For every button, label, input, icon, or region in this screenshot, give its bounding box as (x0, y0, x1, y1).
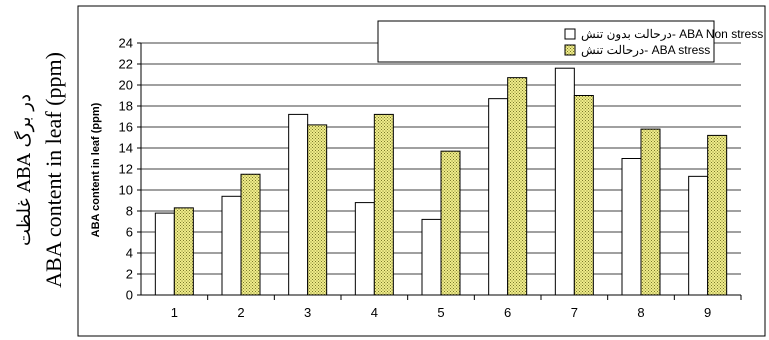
y-axis-label-small: ABA content in leaf (ppm) (90, 102, 102, 237)
bar-stress-2 (240, 173, 261, 296)
bar-non-stress-5 (421, 218, 442, 296)
x-tick-label: 2 (237, 305, 244, 320)
y-tick-label: 4 (126, 246, 133, 261)
bar-non-stress-8 (621, 158, 642, 296)
legend-box (377, 20, 715, 63)
y-axis-label-persian: غلظت ABA در برگ (13, 94, 35, 246)
bar-stress-5 (440, 150, 461, 296)
x-tick-label: 4 (371, 305, 378, 320)
bar-non-stress-6 (488, 98, 509, 296)
bar-stress-8 (640, 128, 661, 296)
chart-frame (77, 5, 766, 337)
legend-label-non-stress: درحالت بدون تنش- ABA Non stress (581, 27, 763, 41)
bar-stress-9 (707, 134, 728, 296)
y-tick-label: 6 (126, 225, 133, 240)
legend-label-stress: درحالت تنش- ABA stress (581, 43, 710, 57)
y-tick-label: 22 (119, 57, 133, 72)
x-tick-label: 6 (504, 305, 511, 320)
y-tick-label: 24 (119, 36, 133, 51)
y-tick-label: 14 (119, 141, 133, 156)
y-tick-label: 20 (119, 78, 133, 93)
y-axis-label-english: ABA content in leaf (ppm) (41, 52, 66, 288)
x-axis-ticks: 1 2 3 4 5 6 7 8 9 (171, 295, 742, 320)
y-tick-label: 18 (119, 99, 133, 114)
bar-non-stress-4 (354, 202, 375, 296)
y-tick-label: 10 (119, 183, 133, 198)
y-tick-label: 0 (126, 288, 133, 303)
bar-non-stress-7 (554, 67, 575, 296)
bar-stress-4 (373, 113, 394, 296)
y-tick-label: 8 (126, 204, 133, 219)
bar-non-stress-9 (688, 175, 709, 296)
bar-stress-1 (173, 207, 194, 296)
legend-swatch-non-stress (564, 28, 576, 40)
x-tick-label: 3 (304, 305, 311, 320)
y-tick-label: 16 (119, 120, 133, 135)
y-tick-label: 2 (126, 267, 133, 282)
x-tick-label: 8 (637, 305, 644, 320)
y-tick-label: 12 (119, 162, 133, 177)
bars (154, 67, 728, 296)
x-tick-label: 9 (704, 305, 711, 320)
x-tick-label: 1 (171, 305, 178, 320)
x-tick-label: 5 (437, 305, 444, 320)
bar-stress-7 (573, 95, 594, 296)
x-tick-label: 7 (571, 305, 578, 320)
bar-non-stress-1 (154, 212, 175, 296)
legend-swatch-stress (564, 44, 576, 56)
axes (140, 43, 741, 296)
bar-non-stress-3 (288, 113, 309, 296)
bar-non-stress-2 (221, 195, 242, 296)
bar-stress-3 (307, 124, 328, 296)
legend: درحالت بدون تنش- ABA Non stress درحالت ت… (377, 20, 763, 63)
bar-stress-6 (507, 77, 528, 296)
